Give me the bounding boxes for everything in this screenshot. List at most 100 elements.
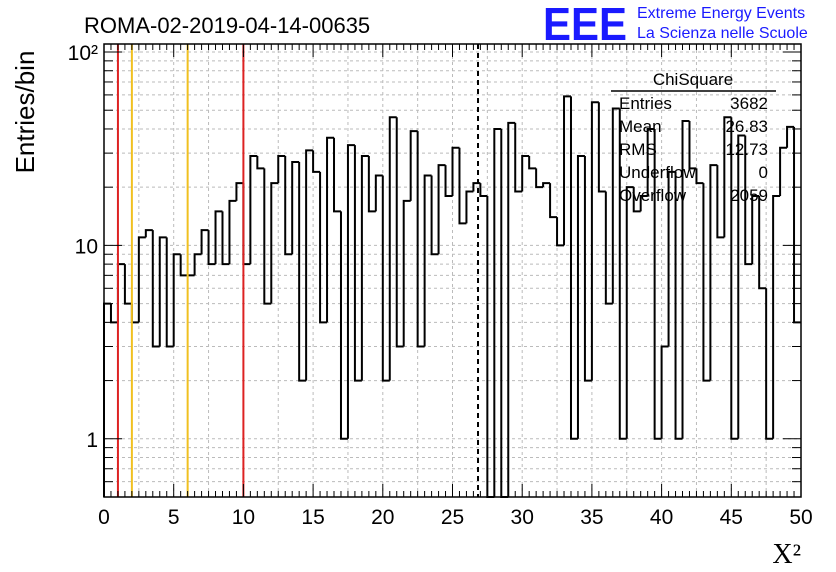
histogram-bin <box>465 190 474 224</box>
histogram-bin <box>549 183 558 219</box>
histogram-bin <box>109 303 118 324</box>
histogram-bin <box>298 161 307 382</box>
histogram-bin <box>569 96 578 440</box>
stats-label-mean: Mean <box>619 117 662 136</box>
histogram-bin <box>256 155 265 170</box>
stats-label-overflow: Overflow <box>619 186 687 205</box>
histogram-bin <box>521 154 530 192</box>
histogram-bin <box>144 229 153 238</box>
histogram-bin <box>646 127 655 197</box>
histogram-bin <box>353 145 362 382</box>
histogram-bin <box>723 116 732 238</box>
histogram-bin <box>695 168 704 185</box>
histogram-bin <box>793 126 801 324</box>
histogram-bin <box>556 217 565 247</box>
axis-ticks: 0 5 10 15 20 25 30 35 40 45 50 1 10 10² <box>68 42 813 529</box>
histogram-bin <box>319 171 328 324</box>
histogram-bin <box>284 155 293 256</box>
histogram-bin <box>312 150 321 173</box>
histogram-bin <box>395 117 404 348</box>
histogram-bin <box>381 175 390 382</box>
histogram-bin <box>618 108 627 440</box>
histogram-bin <box>772 195 781 439</box>
histogram-bin <box>576 154 585 439</box>
histogram-bin <box>660 345 669 439</box>
histogram-bin <box>179 254 188 277</box>
histogram-bin <box>214 210 223 265</box>
histogram-bin <box>674 171 683 440</box>
histogram-bin <box>500 128 509 498</box>
histogram-bin <box>653 128 662 440</box>
x-tick-label: 0 <box>98 506 110 529</box>
stats-title: ChiSquare <box>653 70 733 89</box>
histogram-bin <box>681 119 690 439</box>
histogram-bin <box>200 229 209 255</box>
histogram-bin <box>744 135 753 266</box>
histogram-bin <box>221 211 230 266</box>
histogram-bin <box>367 155 376 213</box>
histogram-bin <box>709 164 718 381</box>
histogram-bin <box>779 146 788 197</box>
histogram-bin <box>346 144 355 439</box>
histogram-bin <box>360 154 369 381</box>
histogram-bin <box>786 125 795 148</box>
histogram-bin <box>158 236 167 347</box>
y-tick-label: 1 <box>86 429 98 452</box>
histogram-bin <box>535 168 544 189</box>
stats-label-entries: Entries <box>619 94 672 113</box>
histogram-bin <box>688 120 697 170</box>
y-axis-label: Entries/bin <box>10 51 40 174</box>
histogram-bin <box>730 117 739 440</box>
histogram-bin <box>458 147 467 225</box>
histogram-bin <box>563 95 571 246</box>
x-tick-label: 35 <box>580 506 603 529</box>
y-tick-label: 10 <box>75 235 98 258</box>
histogram-bin <box>507 121 516 497</box>
histogram-bin <box>291 160 300 255</box>
histogram-bin <box>493 127 502 497</box>
histogram-bin <box>590 101 599 381</box>
histogram-bin <box>437 164 446 255</box>
x-tick-label: 45 <box>720 506 743 529</box>
histogram-bin <box>751 195 760 265</box>
histogram-bin <box>758 196 767 290</box>
histogram-bin <box>228 199 237 265</box>
histogram-bin <box>151 230 160 348</box>
histogram-bin <box>639 195 648 212</box>
eee-logo: EEE Extreme Energy Events La Scienza nel… <box>543 0 808 50</box>
histogram-bin <box>193 253 202 276</box>
histogram-bin <box>632 187 641 213</box>
stats-label-underflow: Underflow <box>619 163 696 182</box>
histogram-bin <box>479 183 488 198</box>
histogram-bin <box>249 154 258 265</box>
histogram-bin <box>242 183 251 266</box>
x-tick-label: 20 <box>371 506 394 529</box>
logo-line-2: La Scienza nelle Scuole <box>637 25 808 42</box>
histogram-bin <box>235 182 244 201</box>
histogram-bin <box>305 149 314 381</box>
histogram-bin <box>416 131 425 348</box>
logo-line-1: Extreme Energy Events <box>637 5 805 22</box>
x-tick-label: 5 <box>168 506 180 529</box>
histogram-bin <box>103 302 111 497</box>
histogram-bin <box>667 170 676 347</box>
histogram-bin <box>765 288 774 440</box>
histogram-bin <box>402 199 411 347</box>
histogram-bin <box>172 253 181 347</box>
chart-title: ROMA-02-2019-04-14-00635 <box>84 13 370 38</box>
x-tick-label: 10 <box>232 506 255 529</box>
histogram-bin <box>737 134 746 439</box>
histogram-bin <box>716 165 725 239</box>
histogram-bin <box>604 191 613 305</box>
grid-lines <box>104 44 801 497</box>
stats-value-mean: 26.83 <box>725 117 768 136</box>
stats-value-overflow: 2059 <box>730 186 768 205</box>
stats-label-rms: RMS <box>619 140 657 159</box>
histogram-bin <box>409 130 418 201</box>
histogram-bin <box>277 154 286 184</box>
histogram-bin <box>339 211 348 440</box>
histogram-bin <box>374 174 383 212</box>
stats-box: ChiSquare Entries 3682 Mean 26.83 RMS 12… <box>611 70 776 205</box>
histogram-bin <box>702 183 711 382</box>
stats-value-underflow: 0 <box>759 163 768 182</box>
